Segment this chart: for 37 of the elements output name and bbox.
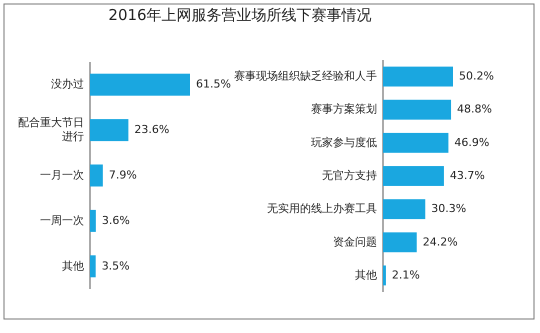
text: 2016年上网服务营业场所线下赛事情况: [108, 6, 372, 24]
data-label: 50.2%: [459, 70, 494, 83]
data-label: 30.3%: [431, 202, 466, 216]
y-tick-label: 赛事现场组织缺乏经验和人手: [234, 70, 377, 83]
bar: [383, 100, 452, 120]
bar: [383, 265, 386, 286]
data-label: 7.9%: [108, 168, 137, 182]
data-label: 3.5%: [102, 259, 130, 272]
y-tick-label: 其他: [355, 268, 377, 282]
data-label: 23.6%: [134, 123, 170, 136]
data-label: 3.6%: [102, 214, 130, 227]
bar: [383, 66, 453, 87]
data-label: 61.5%: [196, 78, 231, 91]
data-label: 46.9%: [454, 136, 490, 149]
y-tick-label: 无实用的线上办赛工具: [267, 202, 377, 216]
y-tick-label: 无官方支持: [322, 169, 377, 182]
data-label: 43.7%: [450, 169, 485, 182]
y-tick-label: 配合重大节日进行: [18, 116, 84, 144]
bar: [383, 199, 426, 220]
data-label: 2.1%: [392, 268, 420, 282]
bar: [90, 119, 128, 142]
bar: [90, 255, 96, 278]
bar: [383, 166, 444, 186]
y-tick-label: 一月一次: [40, 168, 84, 182]
y-tick-label: 玩家参与度低: [311, 136, 377, 149]
y-tick-label: 没办过: [51, 78, 84, 91]
bar: [383, 232, 417, 252]
bar: [90, 210, 96, 232]
bar: [90, 74, 190, 96]
data-label: 24.2%: [422, 235, 458, 248]
y-tick-label: 一周一次: [40, 214, 84, 227]
y-tick-label: 其他: [62, 259, 84, 272]
bar: [383, 132, 448, 153]
bar: [90, 164, 103, 186]
y-tick-label: 资金问题: [333, 235, 377, 248]
y-tick-label: 赛事方案策划: [311, 102, 377, 116]
data-label: 48.8%: [457, 102, 492, 116]
